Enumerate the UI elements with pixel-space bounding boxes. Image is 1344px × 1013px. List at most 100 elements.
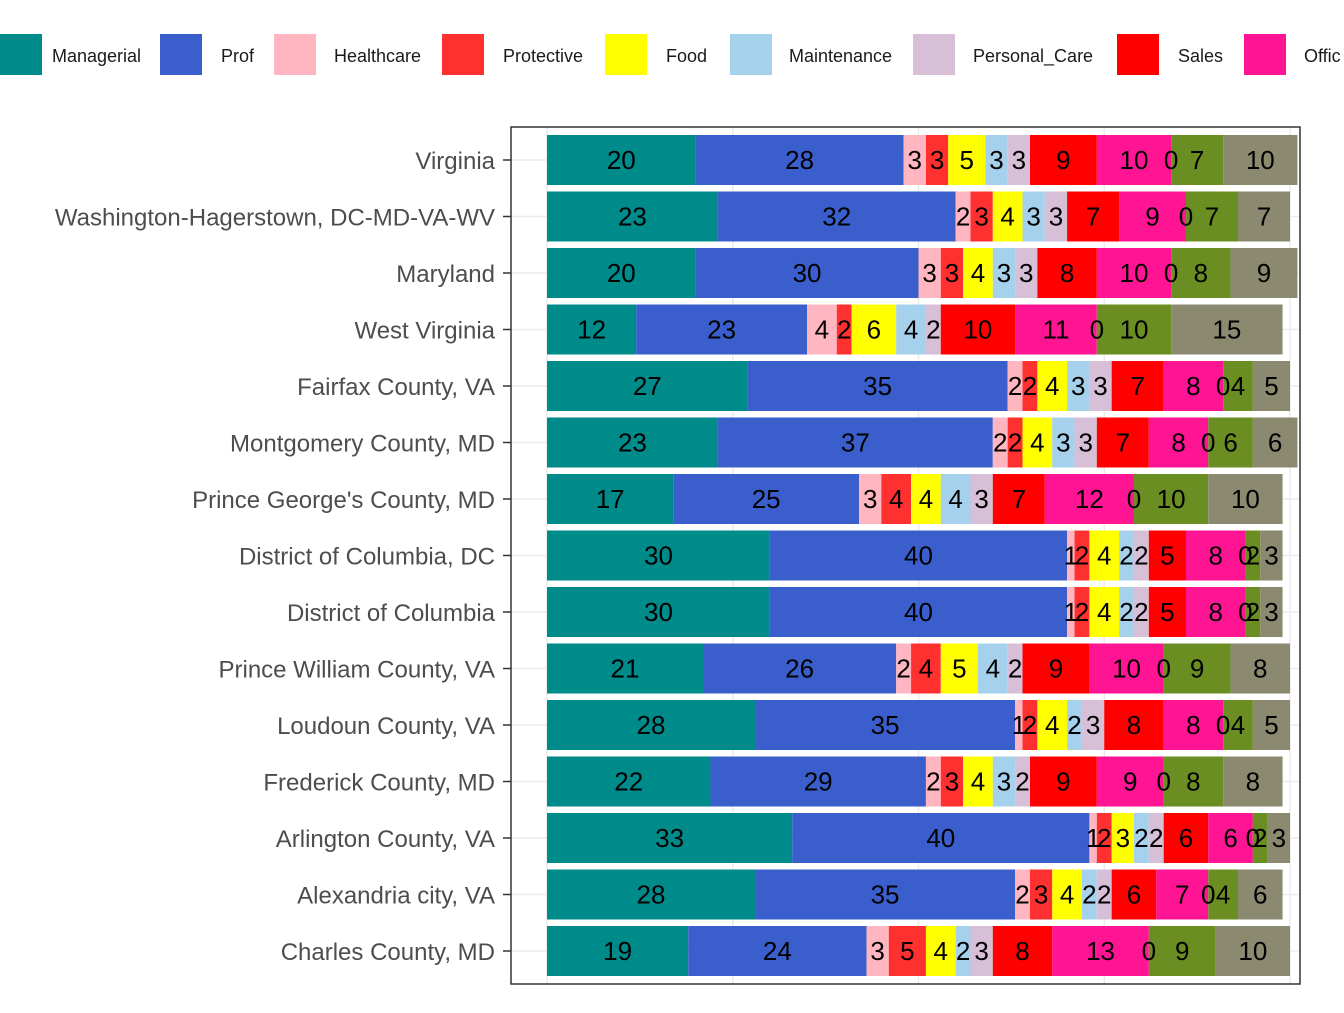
bar-segment-11-2 [925,756,941,807]
bar-label-13-9: 0 [1201,880,1215,910]
bar-segment-12-7 [1163,813,1209,863]
bar-segment-3-3 [836,304,852,355]
bar-label-0-9: 0 [1164,145,1178,175]
bar-segment-14-2 [866,926,889,976]
legend-label-5: Maintenance [789,46,892,66]
bar-segment-1-4 [992,191,1023,242]
bar-label-10-1: 35 [871,710,900,740]
bar-label-1-3: 3 [974,202,988,232]
bar-segment-5-6 [1074,417,1097,468]
bar-segment-12-0 [547,813,793,863]
bar-segment-4-7 [1111,361,1164,411]
bar-label-9-11: 8 [1253,654,1267,684]
bar-label-0-6: 3 [1012,145,1026,175]
bar-segment-3-0 [547,304,637,355]
bar-label-1-6: 3 [1049,202,1063,232]
bar-segment-12-3 [1096,813,1112,863]
bar-segment-3-5 [896,304,926,355]
legend-key-4 [605,34,647,75]
bar-label-6-1: 25 [752,484,781,514]
bar-label-14-1: 24 [763,936,792,966]
bar-segment-6-4 [911,474,941,524]
bar-label-1-10: 7 [1205,202,1219,232]
bar-label-13-3: 3 [1034,880,1048,910]
bar-label-2-11: 9 [1257,258,1271,288]
bar-segment-5-8 [1148,417,1209,468]
bar-label-0-1: 28 [785,145,814,175]
bar-label-12-7: 6 [1179,823,1193,853]
bar-label-14-7: 8 [1015,936,1029,966]
bar-segment-14-1 [688,926,867,976]
bar-segment-2-4 [963,248,993,298]
bar-segment-13-8 [1156,869,1209,920]
bar-label-5-5: 3 [1056,428,1070,458]
bar-segment-1-0 [547,191,718,242]
bar-label-4-4: 4 [1045,371,1059,401]
bar-label-6-9: 0 [1127,484,1141,514]
bar-label-10-8: 8 [1186,710,1200,740]
bar-label-0-7: 9 [1056,145,1070,175]
legend-key-3 [442,34,484,75]
bar-segment-13-0 [547,869,756,920]
bar-label-0-3: 3 [930,145,944,175]
bar-segment-1-8 [1119,191,1186,242]
bar-label-14-11: 10 [1238,936,1267,966]
bar-segment-10-6 [1081,700,1105,750]
bar-label-13-0: 28 [637,880,666,910]
bar-label-8-3: 2 [1075,597,1089,627]
bar-label-13-2: 2 [1015,880,1029,910]
bar-label-5-6: 3 [1078,428,1092,458]
bar-label-12-3: 2 [1097,823,1111,853]
bar-label-8-0: 30 [644,597,673,627]
bar-label-7-7: 5 [1160,541,1174,571]
bar-segment-0-4 [948,135,986,185]
y-tick-label: District of Columbia, DC [239,544,495,571]
bar-label-3-7: 10 [963,315,992,345]
bar-segment-9-5 [977,643,1008,694]
bar-label-1-1: 32 [822,202,851,232]
bar-label-1-7: 7 [1086,202,1100,232]
bar-segment-9-11 [1230,643,1290,694]
bar-label-4-5: 3 [1071,371,1085,401]
bar-segment-14-3 [888,926,926,976]
bar-segment-13-7 [1111,869,1157,920]
bar-segment-5-3 [1007,417,1023,468]
bar-label-2-8: 10 [1120,258,1149,288]
bar-label-5-9: 0 [1201,428,1215,458]
bar-label-12-9: 0 [1246,823,1260,853]
bar-segment-5-10 [1208,417,1253,468]
bar-label-11-1: 29 [804,767,833,797]
bar-label-9-1: 26 [785,654,814,684]
bar-label-11-5: 3 [997,767,1011,797]
bar-label-2-5: 3 [997,258,1011,288]
bar-segment-0-6 [1007,135,1030,185]
bar-label-3-3: 2 [837,315,851,345]
bar-label-7-4: 4 [1097,541,1111,571]
bar-label-0-0: 20 [607,145,636,175]
bar-segment-3-7 [940,304,1016,355]
bar-label-12-4: 3 [1116,823,1130,853]
bar-segment-0-3 [925,135,949,185]
bar-label-13-10: 4 [1216,880,1230,910]
bar-segment-9-0 [547,643,704,694]
bar-segment-6-3 [881,474,912,524]
y-tick-label: Maryland [396,261,495,288]
bar-label-0-11: 10 [1246,145,1275,175]
bar-segment-0-11 [1223,135,1298,185]
bar-label-4-3: 2 [1023,371,1037,401]
bar-segment-4-10 [1223,361,1253,411]
bar-label-13-6: 2 [1097,880,1111,910]
bar-segment-4-2 [1007,361,1023,411]
bar-segment-2-6 [1015,248,1038,298]
bar-segment-6-0 [547,474,674,524]
bar-label-8-5: 2 [1119,597,1133,627]
bar-label-4-10: 4 [1231,371,1245,401]
bar-label-6-5: 4 [948,484,962,514]
bar-label-14-0: 19 [603,936,632,966]
bar-label-11-4: 4 [971,767,985,797]
y-tick-label: Prince William County, VA [218,657,495,684]
legend-label-2: Healthcare [334,46,421,66]
bar-label-12-1: 40 [926,823,955,853]
bar-label-9-2: 2 [896,654,910,684]
bar-segment-7-8 [1185,530,1246,581]
